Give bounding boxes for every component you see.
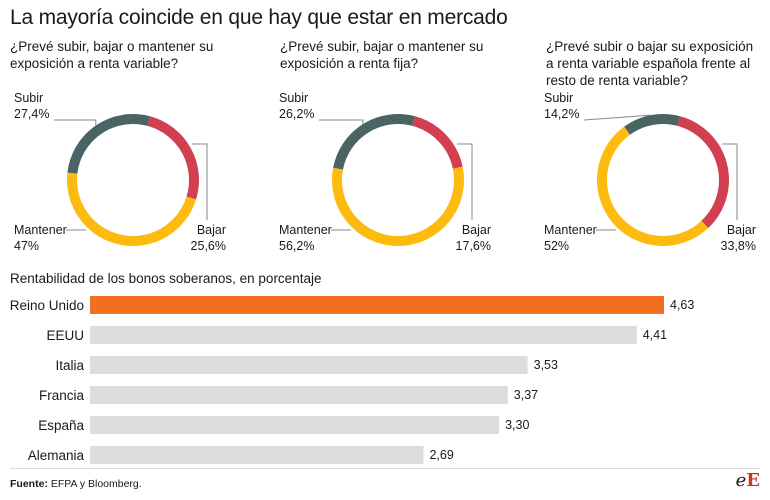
bar-reino-unido [90,296,664,314]
bar-eeuu [90,326,637,344]
bar-españa [90,416,500,434]
donut-slice-bajar [677,116,729,229]
label-mantener: Mantener [14,223,67,237]
label-subir: Subir [14,91,43,105]
bar-category-label: España [38,418,84,433]
bar-chart-title: Rentabilidad de los bonos soberanos, en … [10,271,322,286]
donut-slice-bajar [412,116,463,169]
value-mantener: 56,2% [279,239,314,253]
brand-logo: eE [735,470,760,491]
bar-value-label: 3,37 [514,388,538,402]
donut-slice-mantener [332,166,464,246]
donut-slice-bajar [147,116,199,200]
value-mantener: 52% [544,239,569,253]
value-subir: 27,4% [14,107,49,121]
donut-slice-subir [333,114,416,170]
bar-value-label: 4,41 [643,328,667,342]
bar-category-label: Alemania [28,448,85,463]
bar-chart-bond-yields: Reino Unido 4,63 EEUU 4,41 Italia 3,53 Francia… [10,296,694,464]
label-mantener: Mantener [544,223,597,237]
donut-slice-mantener [596,126,709,247]
source-text: EFPA y Bloomberg. [50,478,142,490]
value-bajar: 25,6% [191,239,226,253]
label-subir: Subir [544,91,573,105]
label-subir: Subir [279,91,308,105]
donut-1-question: ¿Prevé subir, bajar o mantener su exposi… [10,39,214,71]
bar-category-label: EEUU [46,328,84,343]
donut-chart-renta-variable: Subir 27,4% Bajar 25,6% Mantener 47% [14,91,226,253]
donut-slice-mantener [67,172,197,246]
donut-chart-renta-fija: Subir 26,2% Bajar 17,6% Mantener 56,2% [279,91,491,253]
label-bajar: Bajar [462,223,491,237]
donut-2-question: ¿Prevé subir, bajar o mantener su exposi… [280,39,484,71]
source-label: Fuente: [10,478,48,490]
label-bajar: Bajar [727,223,756,237]
leader-line-bajar [457,143,473,220]
bar-francia [90,386,508,404]
leader-line-bajar [192,143,208,220]
donut-3-question: ¿Prevé subir o bajar su exposición a ren… [546,39,754,88]
source-note: Fuente: EFPA y Bloomberg. [10,478,142,490]
bar-value-label: 3,30 [505,418,529,432]
leader-line-subir [319,119,364,125]
leader-line-subir [583,114,652,121]
value-mantener: 47% [14,239,39,253]
value-bajar: 33,8% [721,239,756,253]
bar-category-label: Francia [39,388,85,403]
bar-value-label: 4,63 [670,298,694,312]
bar-italia [90,356,528,374]
value-subir: 26,2% [279,107,314,121]
donut-slice-subir [67,114,151,174]
label-mantener: Mantener [279,223,332,237]
label-bajar: Bajar [197,223,226,237]
footer-divider [10,468,760,469]
value-subir: 14,2% [544,107,579,121]
leader-line-bajar [722,143,738,220]
bar-alemania [90,446,424,464]
bar-category-label: Reino Unido [10,298,84,313]
donut-slice-subir [624,114,681,135]
bar-value-label: 3,53 [534,358,558,372]
value-bajar: 17,6% [456,239,491,253]
donut-chart-renta-variable-espanola: Subir 14,2% Bajar 33,8% Mantener 52% [544,91,756,253]
bar-value-label: 2,69 [429,448,453,462]
bar-category-label: Italia [55,358,84,373]
leader-line-subir [54,119,97,126]
page-title: La mayoría coincide en que hay que estar… [10,6,508,29]
